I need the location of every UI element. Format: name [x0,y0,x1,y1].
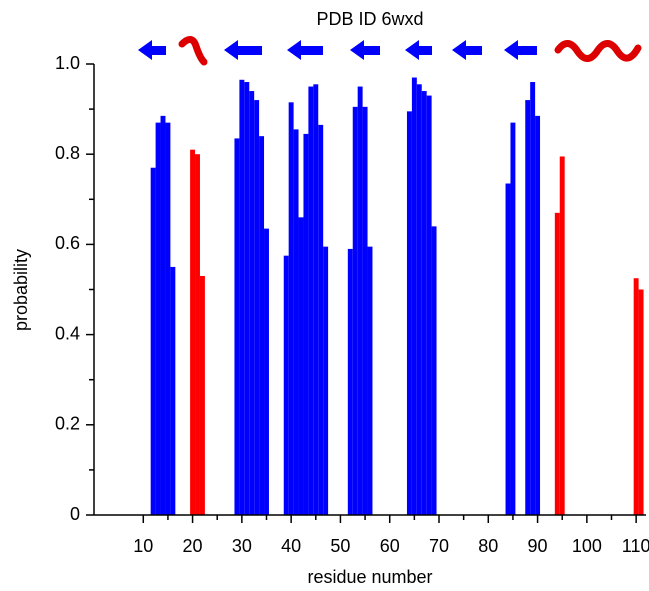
y-tick-label: 1.0 [55,53,80,73]
bar [160,115,166,516]
x-tick-label: 60 [380,536,400,556]
x-tick-label: 70 [429,536,449,556]
bar [195,154,200,515]
x-tick-label: 40 [281,536,301,556]
secondary-structure [138,36,642,66]
helices [178,36,642,66]
bar [170,266,176,515]
bar [357,86,363,516]
bar [633,278,639,515]
x-tick-label: 90 [528,536,548,556]
x-tick-label: 30 [232,536,252,556]
bar [638,289,644,515]
bar [559,156,565,515]
bar [264,228,269,516]
x-tick-label: 110 [622,536,649,556]
bar [510,122,516,515]
bar [308,86,314,516]
bar [288,102,294,516]
bar [244,82,250,515]
bar [318,124,324,515]
chart-title: PDB ID 6wxd [316,9,423,29]
bar [421,91,427,515]
bar [259,136,265,515]
bar [362,106,368,515]
bar [426,95,432,515]
bar [505,183,511,515]
bar [323,246,329,515]
bar [293,129,299,515]
bar [155,122,161,515]
bar [150,167,156,516]
bar [411,77,417,515]
x-axis-label: residue number [307,567,432,587]
bar [303,133,309,515]
bar [352,106,358,515]
y-axis-label: probability [11,249,31,331]
bar [347,248,353,515]
x-tick-label: 50 [330,536,350,556]
bar [234,138,240,516]
bar [554,212,560,515]
bar [249,91,255,515]
y-tick-label: 0 [70,504,80,524]
x-tick-label: 100 [572,536,602,556]
bar [199,275,205,515]
bar [416,84,422,516]
y-tick-label: 0.8 [55,143,80,163]
bar [367,246,373,515]
bar [283,255,289,516]
x-tick-label: 20 [183,536,203,556]
bar [254,100,260,515]
bar [406,111,412,515]
y-tick-label: 0.6 [55,233,80,253]
y-tick-label: 0.2 [55,414,80,434]
bar [530,82,536,515]
strand-arrows [138,40,537,60]
bar [298,217,304,515]
bar [239,79,245,515]
bar [525,100,531,515]
x-tick-label: 10 [133,536,153,556]
x-tick-label: 80 [478,536,498,556]
bar [313,84,319,516]
bar [431,226,437,516]
bar [535,115,541,516]
bar [190,149,196,515]
bar [165,122,171,515]
y-tick-label: 0.4 [55,323,80,343]
